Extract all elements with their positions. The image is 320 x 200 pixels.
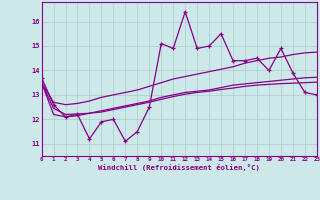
X-axis label: Windchill (Refroidissement éolien,°C): Windchill (Refroidissement éolien,°C) <box>98 164 260 171</box>
